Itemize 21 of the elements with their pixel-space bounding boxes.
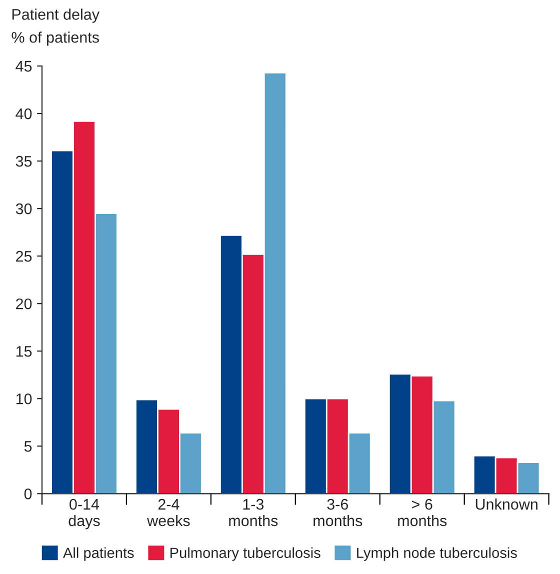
- chart-title: Patient delay: [12, 8, 100, 23]
- y-tick-label: 35: [16, 156, 32, 167]
- legend-label: Lymph node tuberculosis: [357, 547, 517, 561]
- y-tick-label: 15: [16, 346, 32, 357]
- x-tick-label: 1-3 months: [229, 498, 278, 526]
- x-tick-label: > 6 months: [398, 498, 447, 526]
- y-tick-label: 10: [16, 393, 32, 404]
- legend-label: Pulmonary tuberculosis: [170, 547, 320, 561]
- y-tick-label: 5: [24, 441, 32, 452]
- x-tick-label: 0-14 days: [68, 498, 100, 530]
- y-tick-label: 0: [24, 488, 32, 500]
- x-tick-label: 2-4 weeks: [147, 498, 190, 526]
- x-tick-label: 3-6 months: [314, 498, 362, 526]
- y-axis-title: % of patients: [12, 32, 99, 46]
- x-tick-label: Unknown: [476, 498, 538, 510]
- y-tick-label: 45: [16, 61, 32, 72]
- y-tick-label: 20: [16, 298, 32, 310]
- y-tick-label: 25: [16, 250, 32, 262]
- y-tick-label: 30: [16, 203, 32, 214]
- y-tick-label: 40: [16, 108, 32, 120]
- legend-label: All patients: [63, 547, 134, 561]
